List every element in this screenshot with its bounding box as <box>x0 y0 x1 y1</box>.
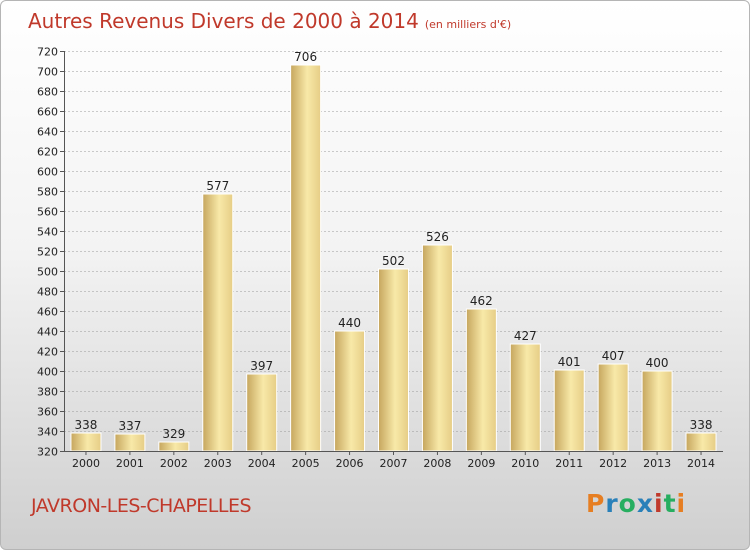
data-label: 407 <box>602 349 625 363</box>
y-tick-label: 540 <box>37 226 58 239</box>
chart-title: Autres Revenus Divers de 2000 à 2014 (en … <box>28 9 511 33</box>
y-tick-label: 380 <box>37 386 58 399</box>
x-tick-label: 2006 <box>336 457 364 470</box>
x-tick-label: 2014 <box>687 457 715 470</box>
bar <box>290 64 322 452</box>
x-tick-label: 2000 <box>72 457 100 470</box>
bar <box>114 433 146 452</box>
data-label: 427 <box>514 329 537 343</box>
x-tick-label: 2007 <box>380 457 408 470</box>
y-axis-ticks: 320 340 360 380 400 420 440 460 480 500 520 540 560 5… <box>37 46 64 459</box>
data-label: 706 <box>294 50 317 64</box>
x-tick-label: 2013 <box>643 457 671 470</box>
data-label: 400 <box>646 356 669 370</box>
x-tick-label: 2012 <box>599 457 627 470</box>
y-tick-label: 660 <box>37 106 58 119</box>
y-tick-label: 580 <box>37 186 58 199</box>
commune-name: JAVRON-LES-CHAPELLES <box>31 495 252 517</box>
y-tick-label: 340 <box>37 426 58 439</box>
bar <box>509 343 541 452</box>
data-label: 337 <box>118 419 141 433</box>
bar <box>641 370 673 452</box>
y-tick-label: 720 <box>37 46 58 59</box>
y-tick-label: 360 <box>37 406 58 419</box>
logo-letter: t <box>663 489 677 518</box>
x-tick-label: 2009 <box>467 457 495 470</box>
title-unit: (en milliers d'€) <box>424 18 512 31</box>
data-label: 577 <box>206 179 229 193</box>
bar <box>70 432 102 452</box>
y-tick-label: 600 <box>37 166 58 179</box>
logo-letter: i <box>654 489 664 518</box>
logo-letter: x <box>636 489 654 518</box>
x-axis-ticks: 2000 2001 2002 2003 2004 2005 2006 2007 2008 2009… <box>72 451 715 470</box>
logo-letter: r <box>605 489 619 518</box>
data-label: 338 <box>690 418 713 432</box>
data-label: 338 <box>75 418 98 432</box>
data-label: 401 <box>558 355 581 369</box>
data-label: 329 <box>162 427 185 441</box>
x-tick-label: 2011 <box>555 457 583 470</box>
data-label: 526 <box>426 230 449 244</box>
x-tick-label: 2001 <box>116 457 144 470</box>
bar <box>421 244 453 452</box>
y-tick-label: 440 <box>37 326 58 339</box>
logo-letter: P <box>586 489 606 518</box>
proxiti-logo[interactable]: Proxiti <box>586 489 686 518</box>
x-tick-label: 2003 <box>204 457 232 470</box>
y-tick-label: 460 <box>37 306 58 319</box>
bar <box>553 369 585 452</box>
x-tick-label: 2004 <box>248 457 276 470</box>
data-label: 440 <box>338 316 361 330</box>
y-tick-label: 420 <box>37 346 58 359</box>
bar <box>465 308 497 452</box>
y-tick-label: 480 <box>37 286 58 299</box>
x-tick-label: 2005 <box>292 457 320 470</box>
y-tick-label: 620 <box>37 146 58 159</box>
y-tick-label: 520 <box>37 246 58 259</box>
data-label: 502 <box>382 254 405 268</box>
bar <box>158 441 190 452</box>
y-tick-label: 320 <box>37 446 58 459</box>
y-tick-label: 640 <box>37 126 58 139</box>
y-tick-label: 560 <box>37 206 58 219</box>
data-labels: 338 337 329 577 397 706 440 502 526 462 427 401 407 4… <box>75 50 713 441</box>
x-tick-label: 2010 <box>511 457 539 470</box>
bar <box>685 432 717 452</box>
bar <box>597 363 629 452</box>
data-label: 462 <box>470 294 493 308</box>
x-tick-label: 2008 <box>423 457 451 470</box>
title-text: Autres Revenus Divers de 2000 à 2014 <box>28 9 419 33</box>
y-tick-label: 680 <box>37 86 58 99</box>
bar <box>334 330 366 452</box>
bars <box>70 64 717 452</box>
y-tick-label: 700 <box>37 66 58 79</box>
data-label: 397 <box>250 359 273 373</box>
y-tick-label: 400 <box>37 366 58 379</box>
x-tick-label: 2002 <box>160 457 188 470</box>
logo-letter: i <box>676 489 687 518</box>
y-tick-label: 500 <box>37 266 58 279</box>
logo-letter: o <box>618 489 637 518</box>
bar <box>202 193 234 452</box>
bar <box>246 373 278 452</box>
bar <box>378 268 409 452</box>
